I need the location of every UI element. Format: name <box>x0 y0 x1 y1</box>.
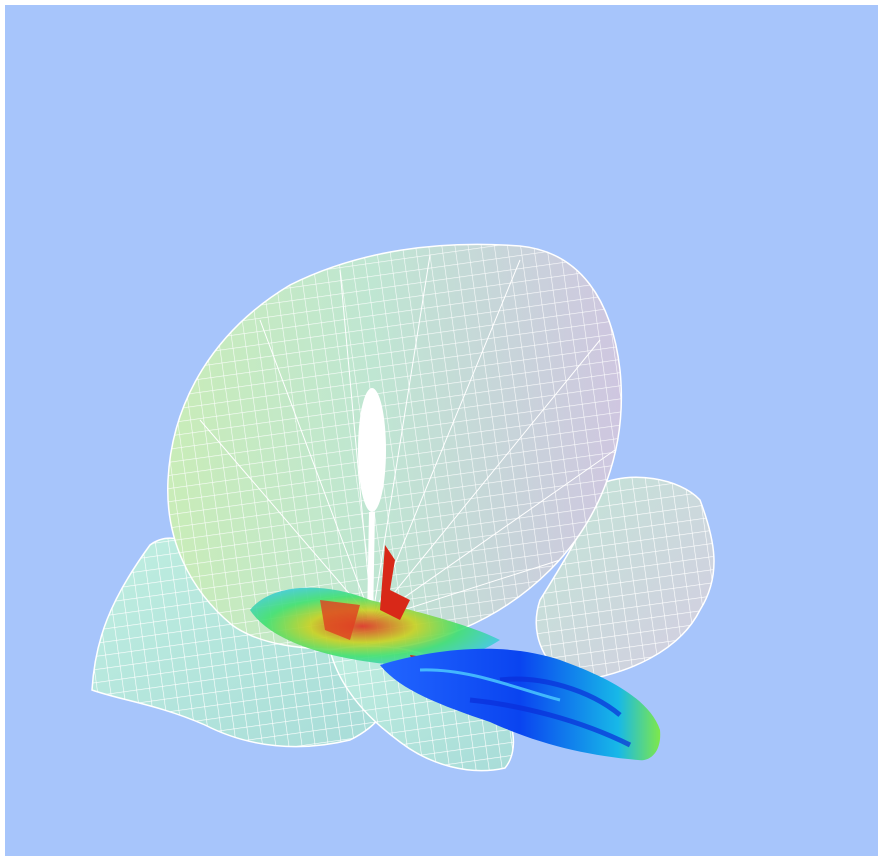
core-hotspot <box>320 600 360 640</box>
core-surface <box>250 587 500 665</box>
tail-surface <box>380 648 661 761</box>
mesh-line <box>199 254 616 621</box>
radial-lines <box>199 254 616 621</box>
tail-band <box>469 676 632 748</box>
core-hotspot <box>380 545 410 620</box>
null-spike <box>358 388 386 512</box>
tail-band <box>419 668 561 702</box>
tail-lobe <box>380 648 661 761</box>
